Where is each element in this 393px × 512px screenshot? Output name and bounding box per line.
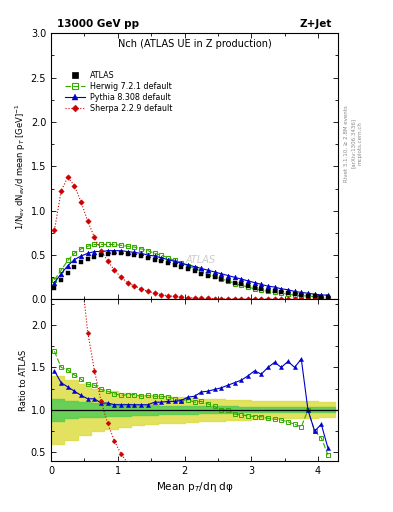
Y-axis label: Ratio to ATLAS: Ratio to ATLAS: [19, 350, 28, 411]
Text: 13000 GeV pp: 13000 GeV pp: [57, 19, 139, 29]
Y-axis label: 1/N$_{ev}$ dN$_{ev}$/d mean p$_{T}$ [GeV]$^{-1}$: 1/N$_{ev}$ dN$_{ev}$/d mean p$_{T}$ [GeV…: [13, 103, 28, 230]
Text: mcplots.cern.ch: mcplots.cern.ch: [358, 121, 363, 165]
Legend: ATLAS, Herwig 7.2.1 default, Pythia 8.308 default, Sherpa 2.2.9 default: ATLAS, Herwig 7.2.1 default, Pythia 8.30…: [64, 69, 173, 115]
Text: Z+Jet: Z+Jet: [300, 19, 332, 29]
Text: [arXiv:1306.3436]: [arXiv:1306.3436]: [351, 118, 356, 168]
Text: Nch (ATLAS UE in Z production): Nch (ATLAS UE in Z production): [118, 38, 272, 49]
Text: Rivet 3.1.10, ≥ 2.8M events: Rivet 3.1.10, ≥ 2.8M events: [344, 105, 349, 182]
X-axis label: Mean p$_{T}$/dη dφ: Mean p$_{T}$/dη dφ: [156, 480, 233, 494]
Text: ATLAS: ATLAS: [185, 255, 215, 265]
